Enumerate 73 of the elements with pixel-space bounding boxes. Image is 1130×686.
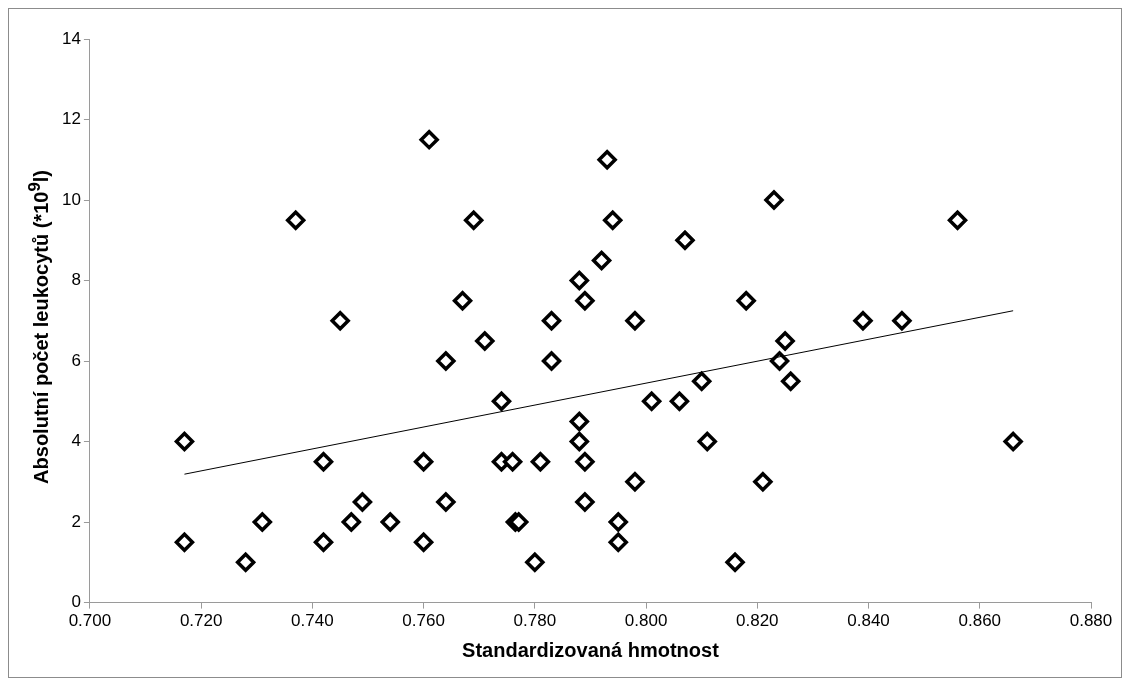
point	[947, 210, 968, 230]
point	[641, 391, 662, 412]
x-tick-label: 0.760	[402, 611, 445, 631]
point	[575, 492, 595, 512]
point	[380, 512, 400, 532]
x-tick-label: 0.880	[1069, 611, 1113, 631]
point	[764, 190, 784, 210]
point	[235, 552, 256, 573]
y-tick-label: 6	[71, 350, 81, 370]
y-tick-label: 2	[71, 511, 81, 531]
x-tick-label: 0.780	[513, 611, 557, 631]
point	[541, 311, 562, 331]
point	[753, 472, 773, 492]
point	[602, 210, 623, 230]
point	[313, 532, 334, 552]
y-tick-label: 8	[71, 270, 81, 290]
x-axis-title: Standardizovaná hmotnost	[462, 638, 720, 661]
point	[892, 311, 912, 331]
y-tick-label: 12	[61, 109, 81, 129]
point	[569, 411, 590, 432]
point	[591, 250, 612, 271]
y-tick-label: 14	[61, 28, 81, 48]
point	[569, 431, 590, 452]
point	[675, 230, 695, 251]
point	[285, 210, 306, 230]
point	[491, 391, 512, 412]
x-tick-label: 0.860	[958, 611, 1002, 631]
point	[736, 290, 756, 311]
point	[625, 472, 645, 492]
point	[691, 371, 712, 391]
point	[413, 532, 434, 552]
point	[725, 552, 745, 573]
point	[853, 311, 873, 331]
y-tick-label: 10	[61, 189, 81, 209]
point	[608, 532, 629, 552]
point	[419, 129, 439, 150]
point	[475, 331, 495, 351]
point	[413, 451, 434, 472]
point	[525, 552, 545, 573]
point	[780, 371, 801, 391]
point	[174, 431, 195, 452]
point	[530, 451, 551, 472]
y-tick-label: 0	[71, 592, 81, 612]
point	[575, 451, 595, 472]
point	[697, 431, 717, 452]
point	[313, 451, 334, 472]
x-tick-label: 0.720	[179, 611, 223, 631]
point	[436, 351, 456, 371]
point	[174, 532, 195, 552]
point	[541, 351, 562, 371]
point	[669, 391, 690, 412]
point	[341, 512, 362, 532]
point	[625, 311, 645, 331]
x-tick-label: 0.800	[624, 611, 668, 631]
point	[597, 150, 617, 170]
point	[608, 512, 629, 532]
point	[575, 290, 595, 311]
point	[1003, 431, 1023, 452]
y-tick-label: 4	[71, 431, 81, 451]
point	[452, 290, 473, 311]
point	[775, 331, 795, 351]
x-tick-label: 0.740	[291, 611, 334, 631]
point	[252, 512, 273, 532]
point	[502, 451, 523, 472]
point	[330, 311, 350, 331]
point	[352, 492, 373, 512]
x-tick-label: 0.820	[736, 611, 779, 631]
x-tick-label: 0.840	[847, 611, 890, 631]
point	[463, 210, 484, 230]
point	[436, 492, 456, 512]
point	[769, 351, 790, 371]
x-tick-label: 0.700	[68, 611, 112, 631]
point	[569, 270, 590, 291]
